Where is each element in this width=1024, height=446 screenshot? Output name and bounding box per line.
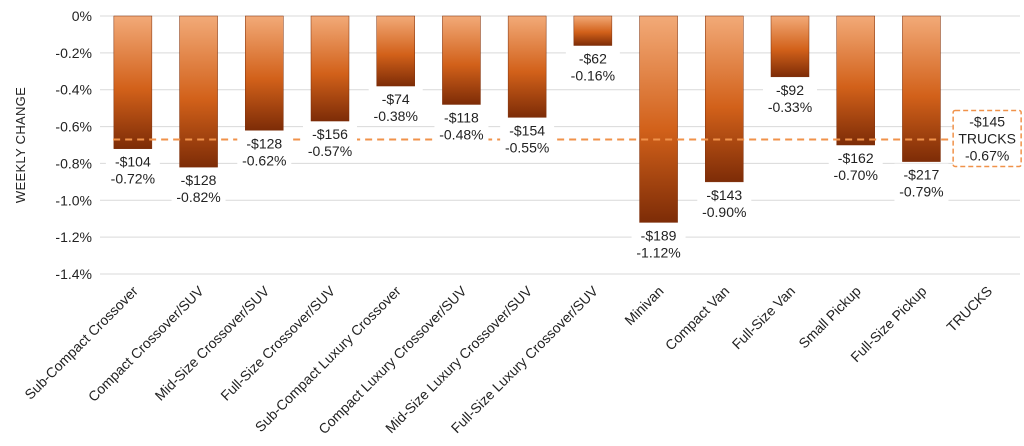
data-label-bg bbox=[171, 169, 226, 208]
bar bbox=[113, 15, 153, 149]
data-label-percent: -0.48% bbox=[439, 126, 483, 142]
data-label-bg bbox=[368, 88, 423, 127]
bar bbox=[507, 15, 547, 118]
x-category-label: Compact Crossover/SUV bbox=[85, 282, 207, 404]
data-label-percent: -0.38% bbox=[374, 108, 418, 124]
x-category-label: Full-Size Luxury Crossover/SUV bbox=[448, 282, 602, 436]
data-label-percent: -0.72% bbox=[111, 171, 155, 187]
bar bbox=[902, 15, 941, 162]
y-axis: 0% -0.2% -0.4% -0.6% -0.8% -1.0% -1.2% -1.4% bbox=[55, 8, 92, 282]
data-label-bg bbox=[434, 106, 489, 145]
data-label-percent: -0.62% bbox=[242, 152, 286, 168]
x-category-label: Small Pickup bbox=[795, 283, 864, 352]
data-label-dollar: -$156 bbox=[312, 126, 348, 142]
y-tick-label: -0.6% bbox=[55, 119, 92, 135]
y-axis-label: WEEKLY CHANGE bbox=[13, 87, 28, 203]
bar bbox=[245, 15, 284, 131]
y-tick-label: -1.2% bbox=[55, 229, 92, 245]
data-label-percent: -0.57% bbox=[308, 143, 352, 159]
x-category-label: Mid-Size Crossover/SUV bbox=[152, 282, 273, 403]
data-label-dollar: -$162 bbox=[838, 150, 874, 166]
data-label-percent: -0.55% bbox=[505, 139, 549, 155]
average-name-label: TRUCKS bbox=[958, 130, 1016, 146]
data-label-percent: -1.12% bbox=[636, 244, 680, 260]
bars bbox=[113, 15, 941, 223]
bar bbox=[573, 15, 613, 46]
data-label-percent: -0.90% bbox=[702, 204, 746, 220]
y-tick-label: -0.4% bbox=[55, 82, 92, 98]
data-label-bg bbox=[631, 224, 686, 263]
x-category-label: Minivan bbox=[621, 283, 666, 328]
y-tick-label: -0.2% bbox=[55, 45, 92, 61]
average-percent-label: -0.67% bbox=[965, 147, 1009, 163]
data-label-bg bbox=[303, 123, 357, 162]
bar bbox=[376, 15, 415, 87]
data-label-percent: -0.70% bbox=[834, 167, 878, 183]
data-label-bg bbox=[763, 78, 817, 117]
x-category-label: Full-Size Crossover/SUV bbox=[217, 282, 338, 403]
data-label-percent: -0.82% bbox=[176, 189, 220, 205]
bar bbox=[639, 15, 678, 223]
data-label-dollar: -$189 bbox=[641, 227, 677, 243]
y-tick-label: -1.0% bbox=[55, 192, 92, 208]
bar bbox=[836, 15, 875, 146]
data-label-bg bbox=[237, 132, 292, 171]
bar bbox=[179, 15, 218, 168]
data-label-percent: -0.33% bbox=[768, 99, 812, 115]
data-label-dollar: -$118 bbox=[444, 109, 479, 125]
data-label-dollar: -$92 bbox=[776, 82, 804, 98]
data-label-percent: -0.16% bbox=[571, 67, 615, 83]
y-tick-label: -1.4% bbox=[55, 266, 92, 282]
data-label-dollar: -$154 bbox=[509, 122, 545, 138]
data-label-dollar: -$128 bbox=[181, 172, 217, 188]
data-label-bg bbox=[565, 47, 620, 86]
data-label-bg bbox=[500, 119, 555, 158]
y-tick-label: 0% bbox=[72, 8, 92, 24]
data-label-bg bbox=[894, 163, 949, 202]
x-category-label: Sub-Compact Crossover bbox=[21, 283, 141, 403]
data-label-bg bbox=[105, 150, 160, 189]
average-callout-box bbox=[952, 109, 1022, 168]
bar bbox=[310, 15, 350, 122]
x-category-label: Full-Size Van bbox=[729, 283, 798, 352]
x-category-label: TRUCKS bbox=[943, 283, 995, 335]
data-label-dollar: -$128 bbox=[246, 135, 282, 151]
data-label-dollar: -$62 bbox=[579, 50, 607, 66]
average-dollar-label: -$145 bbox=[969, 113, 1005, 129]
data-label-dollar: -$104 bbox=[115, 154, 151, 170]
data-label-bg bbox=[697, 183, 752, 222]
data-label-percent: -0.79% bbox=[899, 184, 943, 200]
bar bbox=[770, 15, 810, 78]
x-category-label: Compact Van bbox=[662, 283, 733, 354]
data-label-dollar: -$217 bbox=[904, 167, 940, 183]
bar bbox=[705, 15, 744, 183]
data-label-dollar: -$143 bbox=[706, 187, 742, 203]
data-labels: -$104-0.72% -$128-0.82%-$128-0.62%-$156-0… bbox=[105, 47, 949, 263]
y-tick-label: -0.8% bbox=[55, 155, 92, 171]
bar bbox=[442, 15, 481, 105]
data-label-dollar: -$74 bbox=[382, 91, 410, 107]
data-label-bg bbox=[828, 147, 883, 185]
